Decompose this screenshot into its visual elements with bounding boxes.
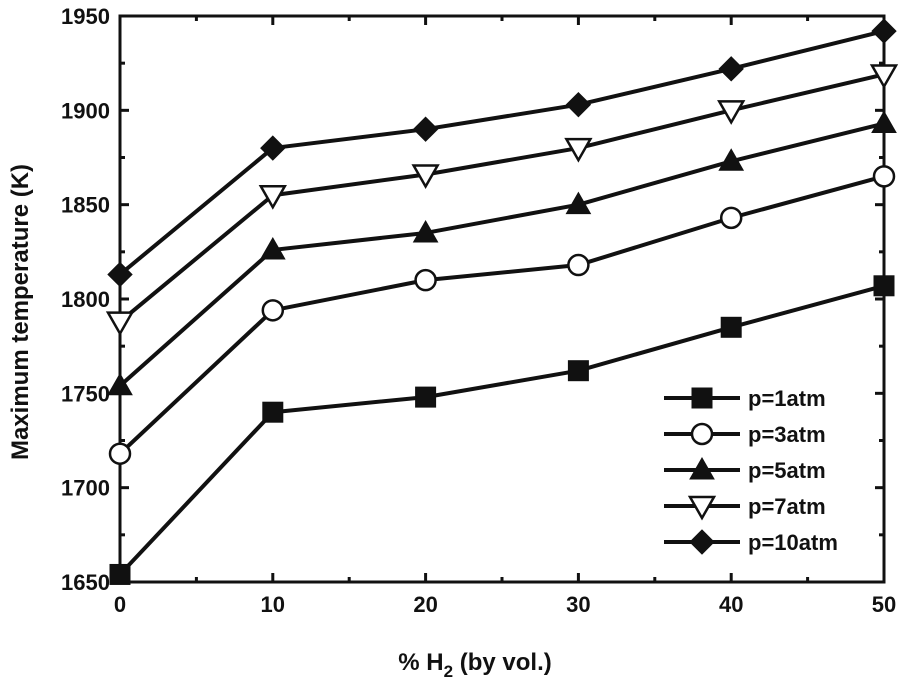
x-axis-title-subscript: 2 [444, 662, 453, 681]
data-point [718, 148, 745, 171]
data-point [567, 253, 590, 277]
data-point [414, 268, 437, 292]
x-tick-label: 20 [413, 592, 437, 617]
data-point [873, 275, 895, 297]
data-point [565, 91, 592, 118]
data-point [871, 110, 897, 134]
series-p=3atm [108, 165, 896, 465]
data-point [869, 64, 899, 90]
x-tick-label: 10 [261, 592, 285, 617]
y-tick-label: 1850 [61, 193, 110, 218]
data-point [415, 386, 437, 408]
y-axis-title: Maximum temperature (K) [7, 164, 34, 460]
series-p=7atm [105, 64, 899, 337]
data-point [258, 184, 287, 210]
data-point [691, 387, 713, 409]
legend-label: p=1atm [748, 386, 826, 411]
data-point [105, 311, 135, 337]
series-p=10atm [107, 18, 897, 288]
data-point [262, 401, 284, 423]
axis-ticks: 0 10 20 30 40 50 1650 1700 1750 1800 1850 1900 1950 [61, 4, 896, 617]
data-point [564, 137, 593, 163]
data-point [690, 422, 714, 446]
data-point [108, 442, 132, 465]
x-axis-title: % H2 (by vol.) [398, 649, 551, 681]
series-p=5atm [107, 110, 897, 396]
x-tick-label: 30 [566, 592, 590, 617]
legend-entry: p=10atm [664, 529, 838, 555]
data-point [871, 18, 897, 44]
legend-label: p=10atm [748, 530, 838, 555]
x-axis-title-suffix: (by vol.) [453, 649, 552, 676]
data-point [411, 164, 440, 189]
legend-entry: p=5atm [664, 456, 826, 483]
data-point [872, 165, 896, 188]
legend-entry: p=7atm [664, 494, 826, 521]
data-point [261, 299, 285, 322]
x-tick-label: 50 [872, 592, 896, 617]
data-point [718, 56, 744, 82]
legend-label: p=7atm [748, 494, 826, 519]
data-point [717, 100, 746, 125]
y-tick-label: 1700 [61, 476, 110, 501]
legend-entry: p=3atm [664, 422, 826, 447]
series-p=1atm [109, 275, 895, 585]
data-point [107, 261, 133, 288]
legend-label: p=3atm [748, 422, 826, 447]
data-point [412, 219, 439, 243]
legend-label: p=5atm [748, 458, 826, 483]
legend-entry: p=1atm [664, 386, 826, 411]
data-point [260, 135, 286, 161]
y-tick-label: 1800 [61, 287, 110, 312]
x-tick-label: 0 [114, 592, 126, 617]
y-tick-label: 1950 [61, 4, 110, 29]
legend: p=1atm p=3atm p=5atm p=7atm p=10atm [664, 386, 838, 555]
data-point [567, 360, 589, 382]
y-tick-label: 1650 [61, 570, 110, 595]
series-line [118, 29, 885, 277]
series-line [118, 72, 885, 324]
data-point [689, 529, 715, 555]
data-point [565, 191, 592, 215]
data-point [107, 372, 133, 396]
x-tick-label: 40 [719, 592, 743, 617]
data-point [719, 206, 743, 230]
data-point [259, 236, 286, 260]
x-axis-title-prefix: % H [398, 649, 443, 676]
data-point [689, 456, 715, 480]
data-point [687, 495, 717, 521]
data-point [109, 563, 131, 585]
y-tick-label: 1750 [61, 381, 110, 406]
series-group [105, 18, 899, 585]
series-line [118, 283, 885, 576]
data-point [412, 116, 439, 142]
series-line [118, 121, 885, 388]
series-line [118, 174, 885, 456]
y-tick-label: 1900 [61, 98, 110, 123]
data-point [720, 316, 742, 338]
